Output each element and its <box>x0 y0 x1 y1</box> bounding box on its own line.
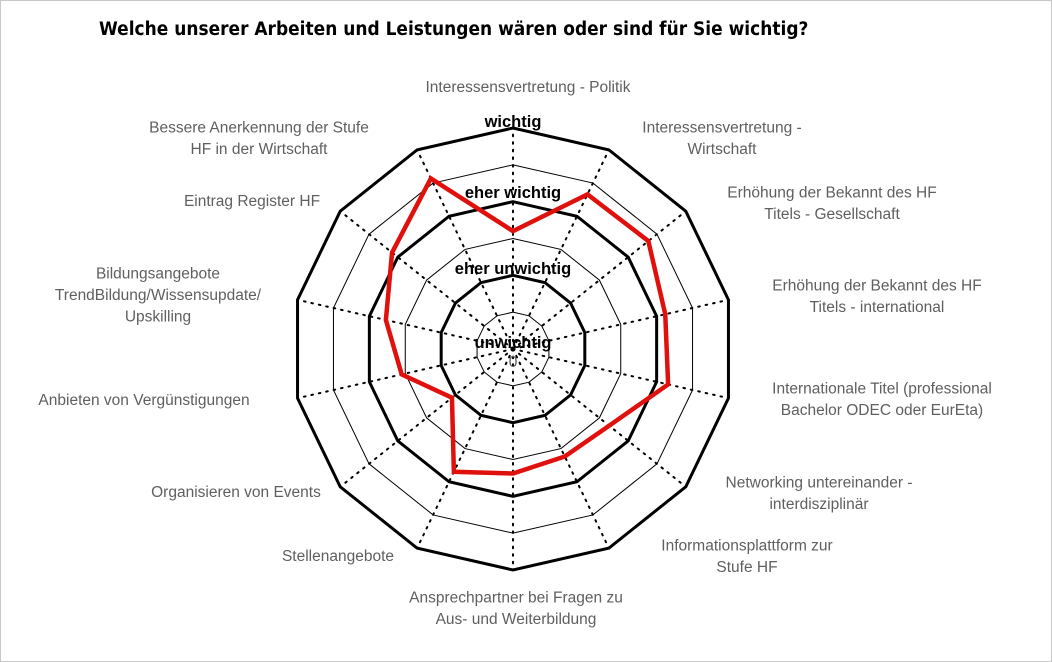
category-label: Interessensvertretung - Politik <box>425 79 630 96</box>
category-label: Bildungsangebote TrendBildung/Wissensupda… <box>55 266 262 326</box>
category-label-line: Bessere Anerkennung der Stufe <box>149 119 369 136</box>
chart-title: Welche unserer Arbeiten und Leistungen w… <box>99 19 809 40</box>
tick-label: unwichtig <box>475 334 552 352</box>
category-label: Interessensvertretung - Wirtschaft <box>642 119 801 158</box>
category-label: Eintrag Register HF <box>184 193 320 210</box>
category-label-line: Informationsplattform zur <box>661 537 832 554</box>
category-label: Stellenangebote <box>282 548 394 565</box>
tick-label: wichtig <box>484 113 542 131</box>
category-label-line: Bachelor ODEC oder EurEta) <box>781 402 983 419</box>
category-label-line: Aus- und Weiterbildung <box>436 611 597 628</box>
category-label-line: Ansprechpartner bei Fragen zu <box>409 589 623 606</box>
category-label-line: Anbieten von Vergünstigungen <box>38 392 249 409</box>
category-label: Anbieten von Vergünstigungen <box>38 392 249 409</box>
category-label-line: Networking untereinander - <box>726 474 913 491</box>
grid-ring <box>332 164 694 534</box>
category-label-line: Internationale Titel (professional <box>772 380 992 397</box>
category-label-line: interdisziplinär <box>769 496 868 513</box>
grid-ring <box>476 311 550 387</box>
category-label-line: Erhöhung der Bekannt des HF <box>727 184 936 201</box>
category-label: Informationsplattform zur Stufe HF <box>661 537 832 576</box>
category-label: Organisieren von Events <box>151 484 321 501</box>
category-label: Networking untereinander - interdisziplin… <box>726 474 913 513</box>
tick-label: eher unwichtig <box>455 260 571 278</box>
category-label-line: Upskilling <box>125 309 191 326</box>
category-label: Internationale Titel (professional Bachel… <box>772 380 992 419</box>
category-label-line: Stufe HF <box>716 559 777 576</box>
category-label-line: Titels - international <box>810 299 945 316</box>
category-label-line: Bildungsangebote <box>96 266 220 283</box>
category-label-line: TrendBildung/Wissensupdate/ <box>55 287 262 304</box>
category-label-line: Interessensvertretung - <box>642 119 801 136</box>
grid-ring <box>404 237 622 461</box>
category-label-line: Stellenangebote <box>282 548 394 565</box>
category-label-line: Interessensvertretung - Politik <box>425 79 630 96</box>
category-label-line: Erhöhung der Bekannt des HF <box>772 277 981 294</box>
category-label: Bessere Anerkennung der Stufe HF in der W… <box>149 119 369 158</box>
grid-ring <box>439 273 587 425</box>
category-label-line: Wirtschaft <box>688 141 758 158</box>
tick-label: eher wichtig <box>465 184 561 202</box>
center-label: 0 <box>509 354 518 371</box>
category-label: Erhöhung der Bekannt des HF Titels - inte… <box>772 277 981 316</box>
category-label-line: Organisieren von Events <box>151 484 321 501</box>
category-label-line: Titels - Gesellschaft <box>764 206 900 223</box>
data-series-line <box>383 175 671 476</box>
category-label: Ansprechpartner bei Fragen zu Aus- und We… <box>409 589 623 628</box>
category-label-line: Eintrag Register HF <box>184 193 320 210</box>
category-label-line: HF in der Wirtschaft <box>191 141 329 158</box>
grid-ring <box>296 126 730 572</box>
category-label: Erhöhung der Bekannt des HF Titels - Gese… <box>727 184 936 223</box>
